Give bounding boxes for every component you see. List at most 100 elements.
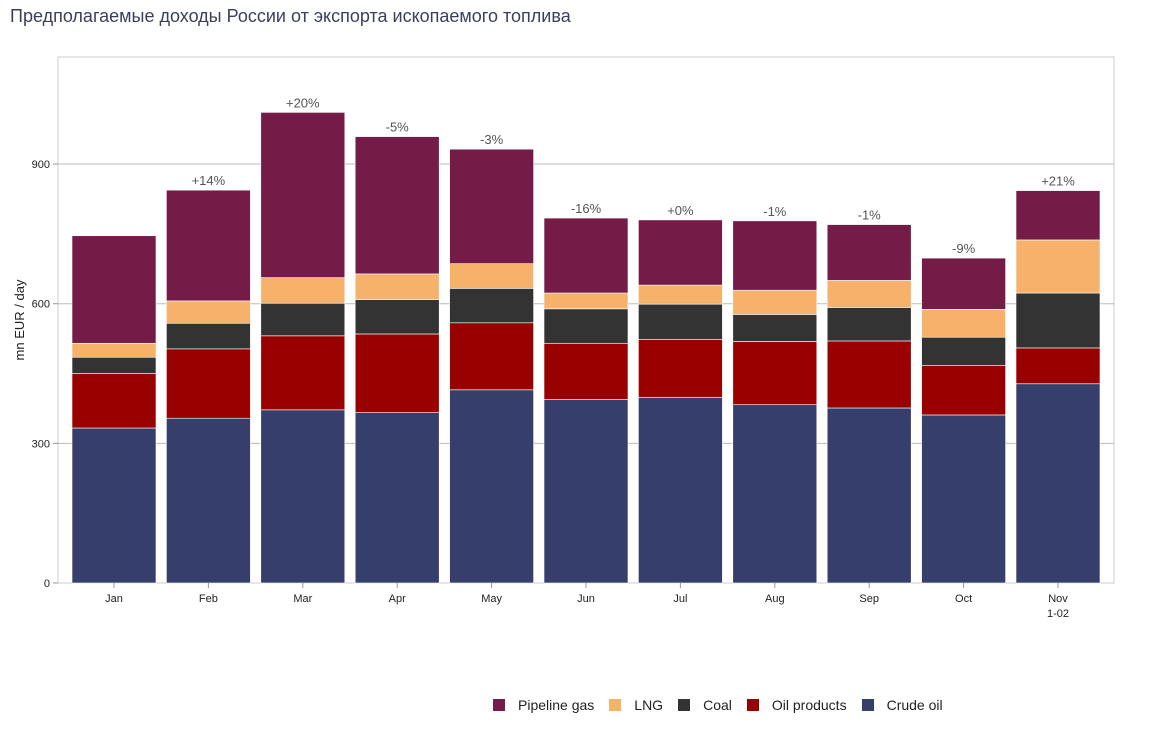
bar-segment-crude-oil (921, 414, 1006, 584)
legend-item-coal[interactable]: Coal (678, 697, 732, 713)
bar-segment-pipeline-gas (732, 220, 818, 291)
bar-segment-pipeline-gas (260, 112, 346, 278)
x-tick-label: Aug (765, 593, 785, 605)
y-tick-label: 300 (32, 438, 50, 450)
bar-segment-coal (166, 322, 251, 350)
x-tick-label: Mar (293, 593, 312, 605)
x-tick-label: Jul (673, 593, 687, 605)
bar-segment-pipeline-gas (543, 217, 629, 294)
bar-segment-pipeline-gas (826, 224, 912, 281)
bar-segment-oil-products (732, 341, 818, 406)
change-label: +14% (192, 173, 226, 188)
legend-label: Oil products (771, 697, 847, 713)
bar-segment-coal (921, 336, 1006, 366)
bar-segment-lng (1015, 239, 1101, 294)
y-tick-label: 0 (44, 578, 50, 590)
bar-segment-lng (543, 292, 629, 310)
bar-segment-coal (354, 299, 440, 335)
x-axis: Jan Feb Mar Apr May Jun Jul Aug Sep Oct Nov 1-02 (105, 583, 1069, 620)
bar-segment-crude-oil (449, 389, 534, 584)
change-label: +0% (667, 203, 694, 218)
bar-segment-lng (260, 277, 346, 304)
bar-segment-lng (71, 342, 157, 358)
bar-segment-oil-products (354, 333, 440, 413)
legend-label: Pipeline gas (518, 697, 595, 713)
bar-segment-oil-products (543, 342, 629, 400)
legend-item-crude-oil[interactable]: Crude oil (861, 697, 943, 713)
legend-swatch (609, 699, 622, 711)
bar-segment-coal (732, 314, 818, 342)
bar-segment-pipeline-gas (638, 219, 723, 286)
x-tick-label: Nov 1-02 (1047, 593, 1069, 620)
bar-segment-oil-products (71, 373, 157, 429)
bar-segment-pipeline-gas (354, 136, 440, 275)
bar-segment-lng (732, 289, 818, 315)
legend-item-pipeline-gas[interactable]: Pipeline gas (493, 697, 594, 713)
bar-segment-crude-oil (826, 407, 912, 584)
bar-segment-crude-oil (638, 396, 723, 584)
x-tick-label: Jan (105, 593, 123, 605)
bar-segment-oil-products (166, 348, 251, 419)
y-tick-label: 600 (32, 299, 50, 311)
bar-segment-crude-oil (166, 417, 251, 584)
bars (71, 112, 1101, 584)
legend-label: LNG (634, 697, 664, 713)
change-label: -1% (858, 208, 882, 223)
bar-segment-crude-oil (71, 427, 157, 584)
change-label: -5% (386, 120, 410, 135)
bar-segment-lng (638, 284, 723, 305)
bar-segment-coal (826, 307, 912, 342)
legend: Pipeline gas LNG Coal Oil products Crude oil (493, 697, 958, 713)
x-tick-label: Sep (859, 593, 879, 605)
bar-segment-pipeline-gas (1015, 190, 1101, 241)
bar-segment-pipeline-gas (71, 235, 157, 344)
bar-segment-crude-oil (543, 399, 629, 584)
legend-item-oil-products[interactable]: Oil products (746, 697, 847, 713)
x-tick-label: Feb (199, 593, 218, 605)
change-label: -9% (952, 241, 976, 256)
bar-segment-coal (638, 303, 723, 340)
x-tick-label: Oct (955, 593, 972, 605)
bar-segment-oil-products (921, 365, 1006, 416)
legend-item-lng[interactable]: LNG (609, 697, 663, 713)
change-label: +20% (286, 95, 320, 110)
bar-segment-oil-products (260, 335, 346, 411)
bar-segment-lng (354, 273, 440, 300)
y-axis-label: mn EUR / day (12, 279, 27, 360)
change-label: +21% (1041, 174, 1075, 189)
legend-swatch (493, 699, 505, 711)
x-tick-label: Jun (577, 593, 595, 605)
bar-segment-crude-oil (732, 404, 818, 584)
bar-segment-pipeline-gas (921, 257, 1006, 310)
legend-label: Coal (703, 697, 732, 713)
x-tick-label: May (481, 593, 502, 605)
legend-swatch (861, 699, 874, 711)
change-label: -3% (480, 132, 504, 147)
bar-segment-coal (543, 308, 629, 344)
change-label: -1% (763, 204, 787, 219)
bar-segment-lng (449, 263, 534, 289)
bar-segment-lng (166, 300, 251, 324)
change-label: -16% (571, 201, 602, 216)
bar-segment-coal (1015, 292, 1101, 349)
change-labels: +14% +20% -5% -3% -16% +0% -1% -1% -9% +21% (192, 95, 1076, 256)
bar-segment-lng (921, 308, 1006, 338)
bar-segment-crude-oil (260, 409, 346, 584)
y-tick-label: 900 (32, 159, 50, 171)
bar-segment-oil-products (638, 339, 723, 398)
legend-swatch (746, 699, 759, 711)
bar-segment-crude-oil (354, 412, 440, 584)
bar-segment-oil-products (826, 340, 912, 409)
legend-label: Crude oil (886, 697, 943, 713)
bar-segment-coal (449, 288, 534, 324)
bar-segment-pipeline-gas (166, 189, 251, 302)
x-tick-label: Apr (389, 593, 406, 605)
chart-title: Предполагаемые доходы России от экспорта… (10, 6, 571, 26)
bar-segment-coal (260, 302, 346, 337)
bar-segment-pipeline-gas (449, 148, 534, 264)
bar-segment-crude-oil (1015, 383, 1101, 584)
bar-segment-oil-products (449, 322, 534, 391)
legend-swatch (678, 699, 691, 711)
bar-segment-coal (71, 356, 157, 374)
